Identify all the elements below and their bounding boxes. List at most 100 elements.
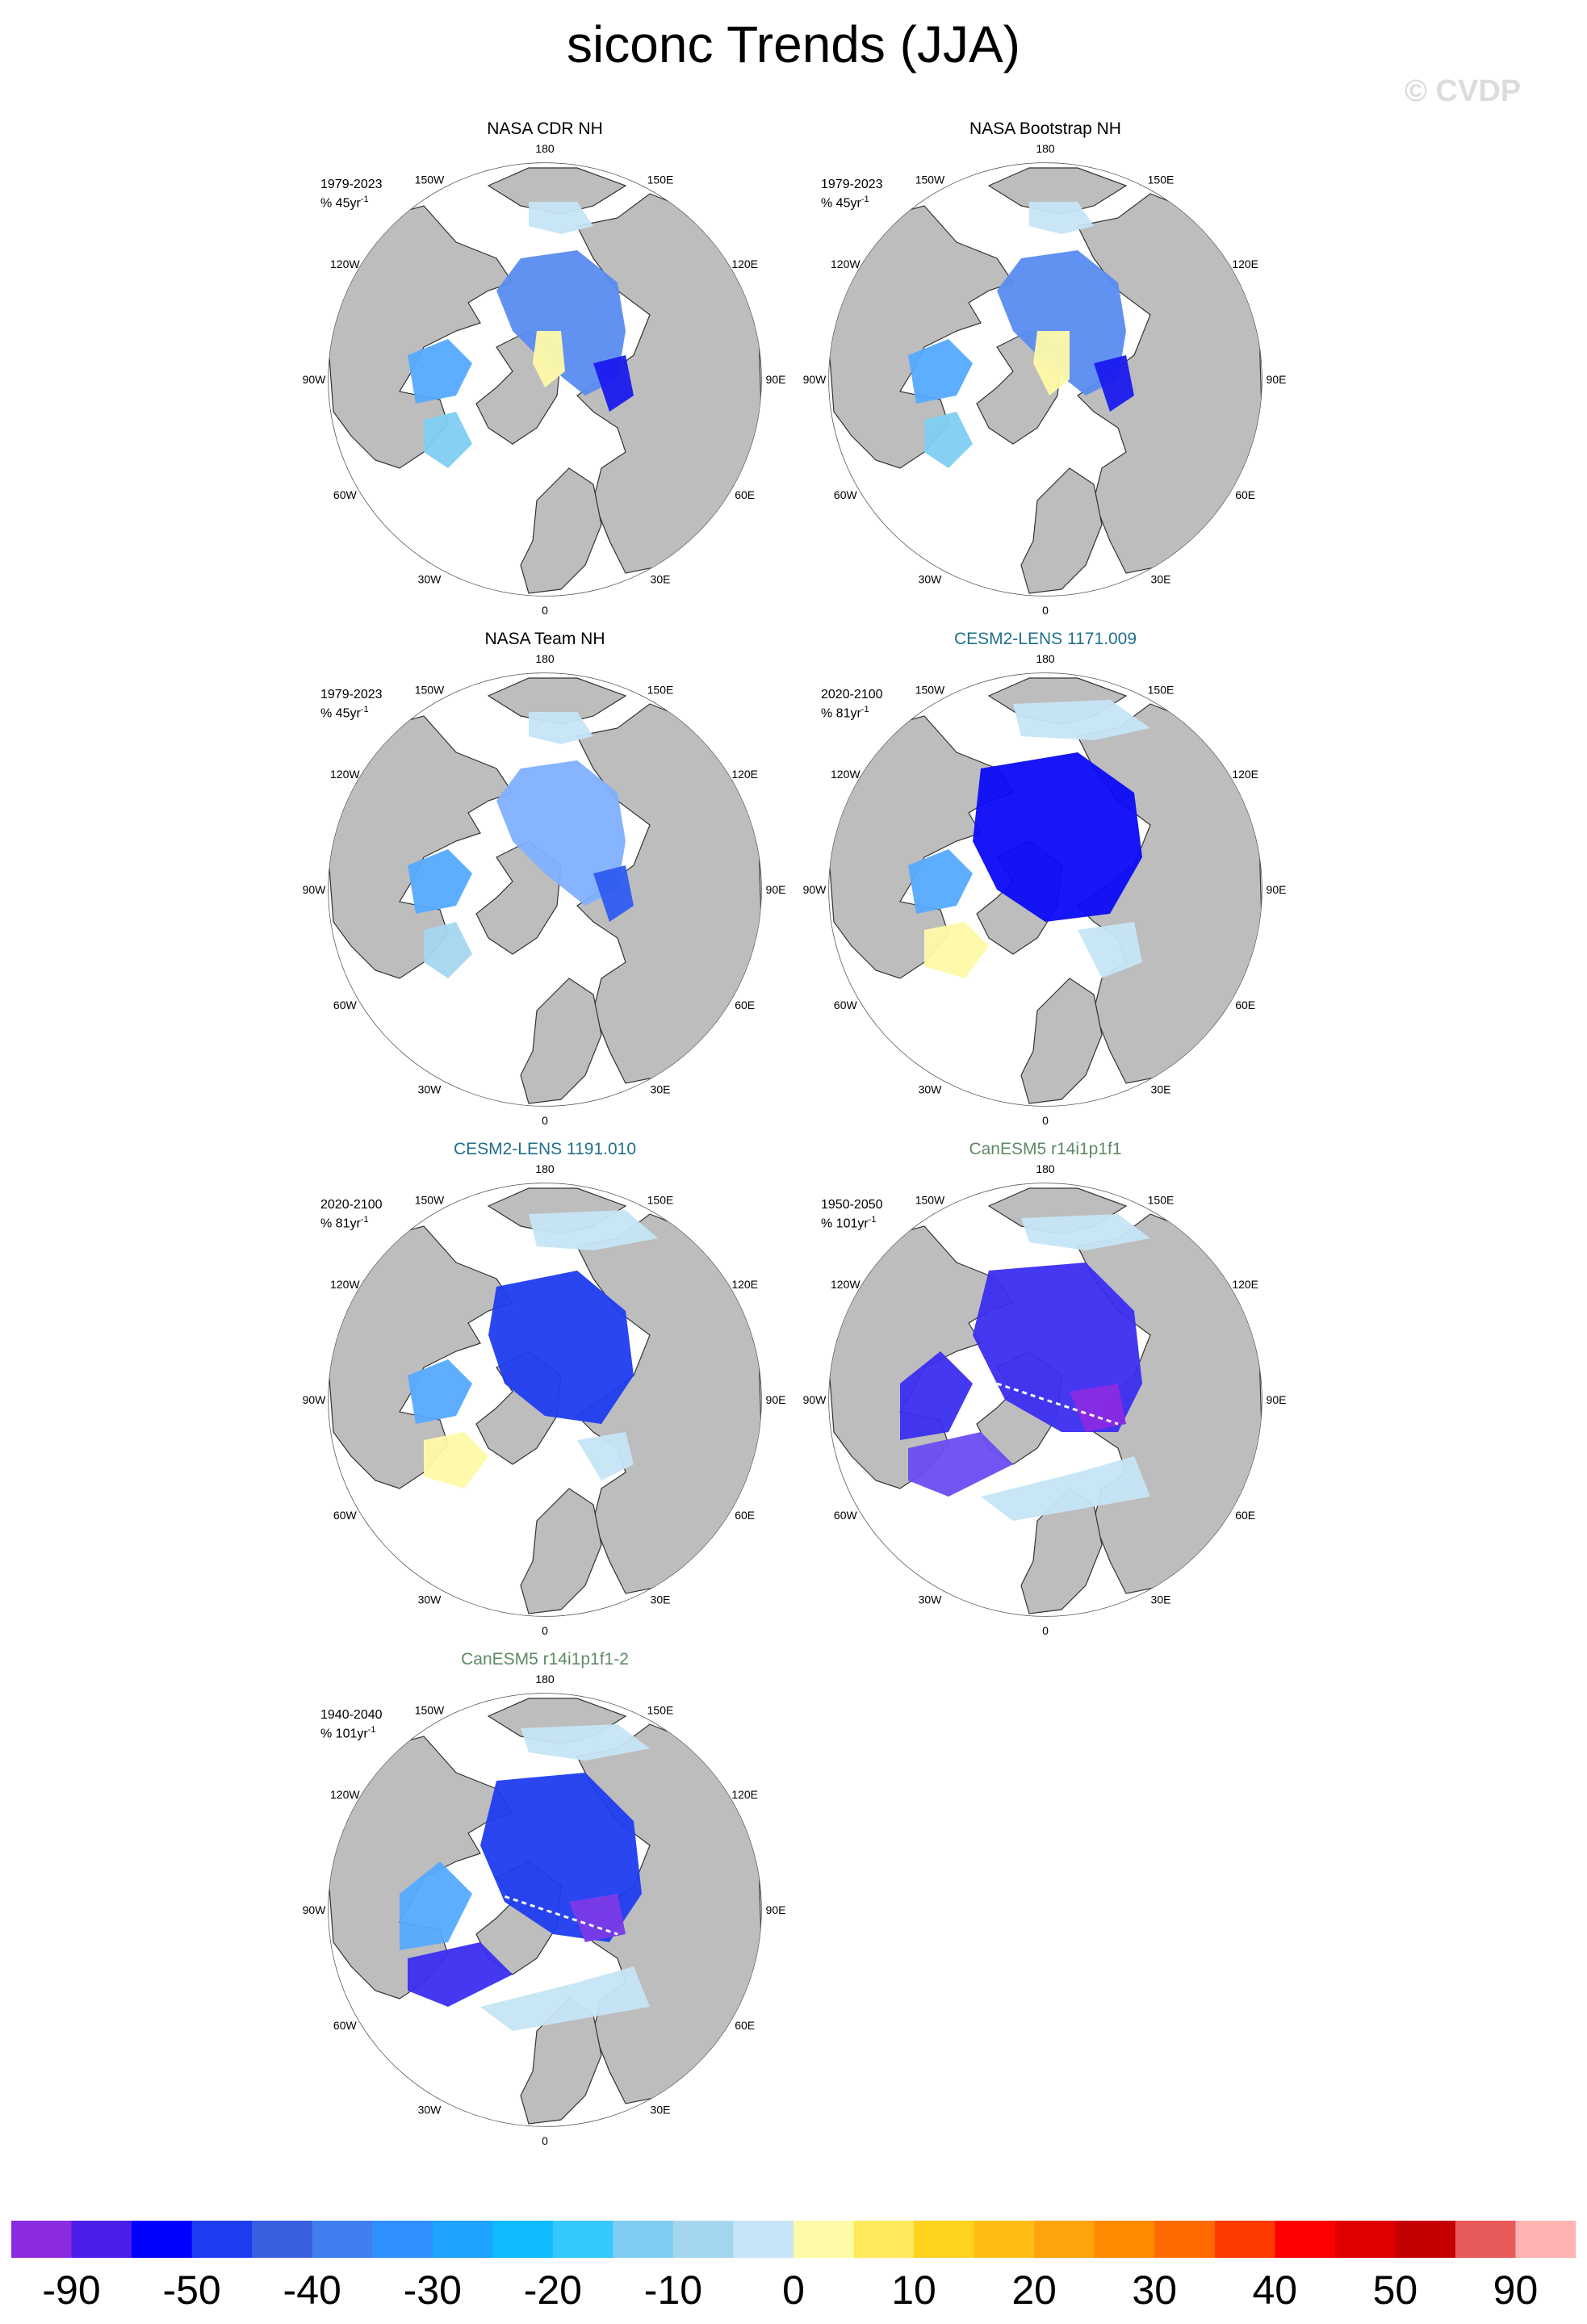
longitude-label: 30E — [1151, 1083, 1171, 1096]
panel-title: CanESM5 r14i1p1f1-2 — [461, 1650, 629, 1669]
colorbar-tick-label: -30 — [403, 2267, 462, 2313]
period-annotation: 1979-2023% 45yr-1 — [821, 178, 883, 211]
longitude-label: 30W — [418, 1083, 442, 1096]
longitude-label: 90E — [766, 373, 786, 386]
trend-period: 1979-2023 — [320, 178, 383, 191]
colorbar-tick-label: -20 — [523, 2267, 582, 2313]
polar-map: 180 150E 120E 90E 60E 30E 0 30W 60W 90W 120W 150W — [803, 652, 1287, 1127]
colorbar-swatch — [613, 2221, 674, 2258]
land-mass — [1020, 467, 1103, 594]
longitude-label: 90E — [1267, 373, 1287, 386]
colorbar-tick-label: 40 — [1252, 2267, 1298, 2313]
longitude-label: 0 — [1042, 604, 1049, 617]
polar-map: 180 150E 120E 90E 60E 30E 0 30W 60W 90W 120W 150W — [803, 142, 1287, 617]
colorbar-tick-label: 50 — [1372, 2267, 1418, 2313]
trend-units-exponent: -1 — [360, 195, 369, 204]
sea-ice-trend — [408, 849, 472, 914]
longitude-label: 150E — [1148, 683, 1175, 696]
sea-ice-trend — [400, 1861, 472, 1950]
sea-ice-trend — [981, 1456, 1150, 1521]
longitude-label: 180 — [1036, 652, 1055, 665]
longitude-label: 60E — [735, 488, 755, 501]
sea-ice-trend — [908, 849, 973, 914]
longitude-label: 0 — [542, 1114, 548, 1127]
polar-map: 180 150E 120E 90E 60E 30E 0 30W 60W 90W 120W 150W — [303, 1162, 786, 1637]
map-panel: NASA CDR NH 180 150E 120E 90E 60E 30E 0 30W 60W 90… — [287, 119, 803, 620]
polar-map: 180 150E 120E 90E 60E 30E 0 30W 60W 90W 120W 150W — [303, 1673, 786, 2147]
longitude-label: 180 — [1036, 142, 1055, 155]
longitude-label: 120E — [731, 768, 758, 781]
colorbar-swatch — [1334, 2221, 1396, 2258]
colorbar-tick-label: 20 — [1011, 2267, 1057, 2313]
land-mass — [520, 467, 602, 594]
land-mass — [1020, 978, 1103, 1104]
longitude-label: 180 — [535, 1673, 555, 1685]
sea-ice-trend — [1094, 355, 1134, 412]
land-mass — [329, 1225, 513, 1489]
sea-ice-trend — [924, 922, 989, 978]
trend-units: % 101yr-1 — [821, 1212, 883, 1231]
longitude-label: 60W — [333, 1509, 358, 1522]
sea-ice-trend — [1021, 1214, 1150, 1250]
longitude-label: 60W — [834, 999, 858, 1011]
panel-title: CanESM5 r14i1p1f1 — [969, 1140, 1122, 1158]
sea-ice-trend — [900, 1351, 973, 1440]
colorbar-tick-label: -40 — [283, 2267, 341, 2313]
longitude-label: 120W — [831, 768, 860, 781]
sea-ice-trend — [408, 339, 472, 404]
longitude-label: 120E — [1232, 1278, 1258, 1291]
colorbar-swatch — [432, 2221, 493, 2258]
longitude-label: 120W — [831, 258, 860, 270]
longitude-label: 150W — [415, 1703, 445, 1716]
colorbar-labels: -90 -50 -40 -30 -20 -10 0 10 20 30 40 50 90 — [0, 2267, 1587, 2315]
longitude-label: 150W — [415, 1193, 445, 1206]
trend-units-exponent: -1 — [860, 195, 869, 204]
sea-ice-trend — [1029, 202, 1094, 234]
trend-period: 1950-2050 — [821, 1198, 883, 1212]
longitude-label: 60W — [333, 488, 358, 501]
panel-title: NASA CDR NH — [487, 119, 603, 138]
longitude-label: 180 — [535, 142, 555, 155]
colorbar-tick-label: -90 — [42, 2267, 101, 2313]
longitude-label: 150E — [647, 683, 674, 696]
land-mass — [987, 167, 1128, 215]
panel-title: CESM2-LENS 1171.009 — [953, 630, 1137, 648]
colorbar-swatch — [1275, 2221, 1336, 2258]
longitude-label: 150W — [915, 683, 945, 696]
longitude-label: 60E — [1235, 488, 1255, 501]
sea-ice-trend — [593, 865, 634, 922]
longitude-label: 30W — [418, 2104, 442, 2117]
trend-units-exponent: -1 — [367, 1725, 376, 1735]
longitude-label: 120E — [1232, 258, 1258, 270]
longitude-label: 30E — [651, 2104, 671, 2117]
trend-units-text: % 45yr — [821, 196, 861, 211]
trend-units-exponent: -1 — [860, 705, 869, 714]
longitude-label: 30E — [651, 1593, 671, 1606]
trend-period: 1940-2040 — [320, 1708, 383, 1722]
trend-units-text: % 81yr — [821, 706, 861, 721]
longitude-label: 150E — [647, 1703, 674, 1716]
longitude-label: 30E — [1151, 1593, 1171, 1606]
trend-period: 2020-2100 — [320, 1198, 383, 1212]
map-panel: CESM2-LENS 1171.009 180 150E 120E 90E 60E 30E 0… — [787, 630, 1304, 1130]
trend-units-exponent: -1 — [360, 1215, 369, 1225]
longitude-label: 120W — [330, 258, 360, 270]
longitude-label: 150E — [1148, 1193, 1175, 1206]
colorbar-swatch — [1154, 2221, 1216, 2258]
map-panel: NASA Bootstrap NH 180 150E 120E 90E 60E 30E 0 30… — [787, 119, 1304, 620]
sea-ice-trend — [408, 1942, 513, 2007]
longitude-label: 90W — [303, 1903, 327, 1916]
colorbar-swatch — [312, 2221, 373, 2258]
sea-ice-trend — [1033, 331, 1070, 396]
longitude-label: 120E — [731, 1788, 758, 1801]
longitude-label: 0 — [542, 1624, 548, 1637]
period-annotation: 1979-2023% 45yr-1 — [320, 178, 383, 211]
map-panel: CanESM5 r14i1p1f1 180 150E 120E 90E 60E 30E 0 30… — [787, 1140, 1304, 1640]
longitude-label: 30W — [418, 573, 442, 586]
trend-period: 1979-2023 — [320, 688, 383, 701]
longitude-label: 60W — [333, 2019, 358, 2032]
polar-map: 180 150E 120E 90E 60E 30E 0 30W 60W 90W 120W 150W — [803, 1162, 1287, 1637]
land-mass — [487, 167, 627, 215]
longitude-label: 90W — [303, 883, 327, 896]
longitude-label: 150W — [415, 173, 445, 186]
